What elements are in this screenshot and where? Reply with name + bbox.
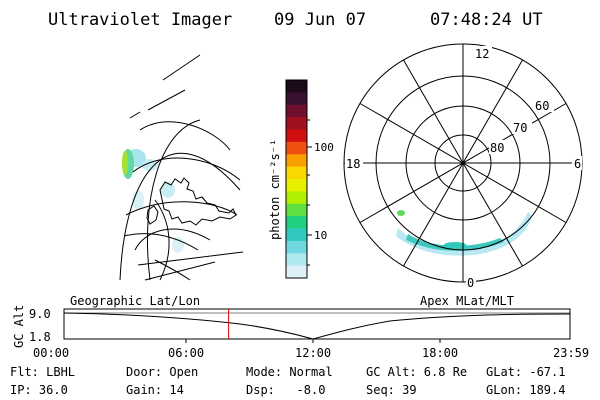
colorbar-cell [286,179,307,192]
colorbar-tick-10: 10 [314,229,327,242]
colorbar-cell [286,92,307,106]
timeline-y-axis-label: GC Alt [12,305,26,348]
timeline-frame [63,308,571,340]
colorbar-cell [286,240,307,254]
colorbar-cell [286,216,307,230]
instrument-title: Ultraviolet Imager [48,10,232,30]
x-tick-0600: 06:00 [168,346,204,360]
glat-info: GLat: -67.1 [486,365,565,379]
aurora-emission [132,190,144,210]
seq-info: Seq: 39 [366,383,417,397]
aurora-emission [172,237,184,253]
colorbar-cell [286,203,307,217]
colorbar-cell [286,166,307,180]
lat-label-60: 60 [535,99,549,113]
colorbar: 100 10 photon cm⁻²s⁻¹ [268,79,334,279]
mlt-label-0: 0 [467,276,474,290]
y-tick-1-8: 1.8 [29,330,51,344]
info-footer: Flt: LBHL IP: 36.0 Door: Open Gain: 14 M… [10,365,565,397]
door-info: Door: Open [126,365,198,379]
colorbar-tick-100: 100 [314,141,334,154]
polar-plot: 12 18 6 0 60 70 80 [343,43,583,290]
colorbar-cell [286,129,307,143]
geographic-latlon-label: Geographic Lat/Lon [70,294,200,308]
x-tick-0000: 00:00 [33,346,69,360]
colorbar-frame [285,79,308,279]
colorbar-cell [286,253,307,267]
glon-info: GLon: 189.4 [486,383,565,397]
x-tick-1200: 12:00 [295,346,331,360]
date-label: 09 Jun 07 [274,10,366,30]
x-tick-2359: 23:59 [553,346,589,360]
aurora-oval [396,212,532,256]
orbit-timeline: Geographic Lat/Lon Apex MLat/MLT GC Alt … [12,294,589,360]
mode-info: Mode: Normal [246,365,333,379]
colorbar-cell [286,117,307,131]
colorbar-cell [286,191,307,205]
aurora-emission [142,159,158,171]
colorbar-cell [286,141,307,155]
mlt-label-18: 18 [346,157,360,171]
altitude-curve [63,312,571,340]
colorbar-cell [286,154,307,168]
y-tick-9: 9.0 [29,307,51,321]
ip-info: IP: 36.0 [10,383,68,397]
colorbar-unit-label: photon cm⁻²s⁻¹ [268,139,282,240]
dsp-info: Dsp: -8.0 [246,383,325,397]
aurora-spot [397,210,405,216]
aurora-spot [443,242,467,250]
colorbar-cell [286,265,307,279]
x-tick-1800: 18:00 [422,346,458,360]
aurora-oval-core [406,234,504,251]
aurora-emission [161,182,175,198]
time-label: 07:48:24 UT [430,10,543,30]
aurora-emission [122,151,128,175]
colorbar-cell [286,104,307,118]
apex-mlat-mlt-label: Apex MLat/MLT [420,294,514,308]
gc-alt-info: GC Alt: 6.8 Re [366,365,467,379]
gain-info: Gain: 14 [126,383,184,397]
lat-label-70: 70 [513,121,527,135]
colorbar-cell [286,228,307,242]
filter-info: Flt: LBHL [10,365,75,379]
mlt-label-6: 6 [574,157,581,171]
colorbar-cell [286,80,307,93]
geographic-map [119,54,244,281]
lat-label-80: 80 [490,141,504,155]
mlt-label-12: 12 [475,47,489,61]
